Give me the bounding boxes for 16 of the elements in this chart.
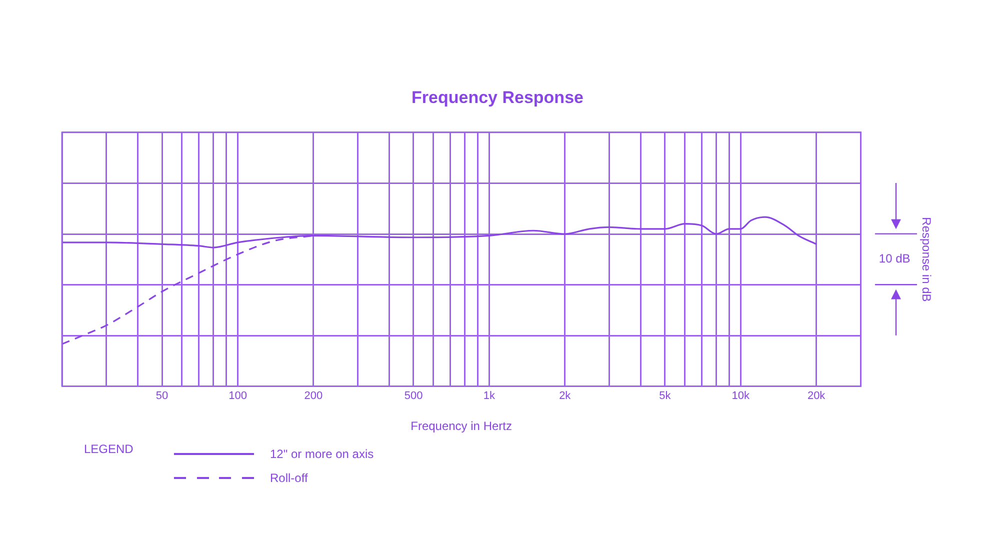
- x-tick-label: 5k: [659, 390, 672, 402]
- legend-title: LEGEND: [84, 442, 134, 458]
- y-axis-title: Response in dB: [919, 217, 934, 302]
- x-tick-label: 10k: [732, 390, 750, 402]
- x-tick-label: 50: [156, 390, 168, 402]
- x-tick-label: 500: [404, 390, 423, 402]
- x-tick-label: 100: [228, 390, 247, 402]
- text: 10 dB: [878, 252, 910, 266]
- x-tick-label: 200: [304, 390, 323, 402]
- x-tick-label: 2k: [559, 390, 572, 402]
- legend-label: Roll-off: [270, 471, 308, 485]
- legend-label: 12" or more on axis: [270, 447, 374, 461]
- chart-title: Frequency Response: [412, 88, 584, 107]
- x-axis-title: Frequency in Hertz: [410, 419, 512, 434]
- x-tick-label: 1k: [483, 390, 496, 402]
- x-tick-label: 20k: [807, 390, 826, 402]
